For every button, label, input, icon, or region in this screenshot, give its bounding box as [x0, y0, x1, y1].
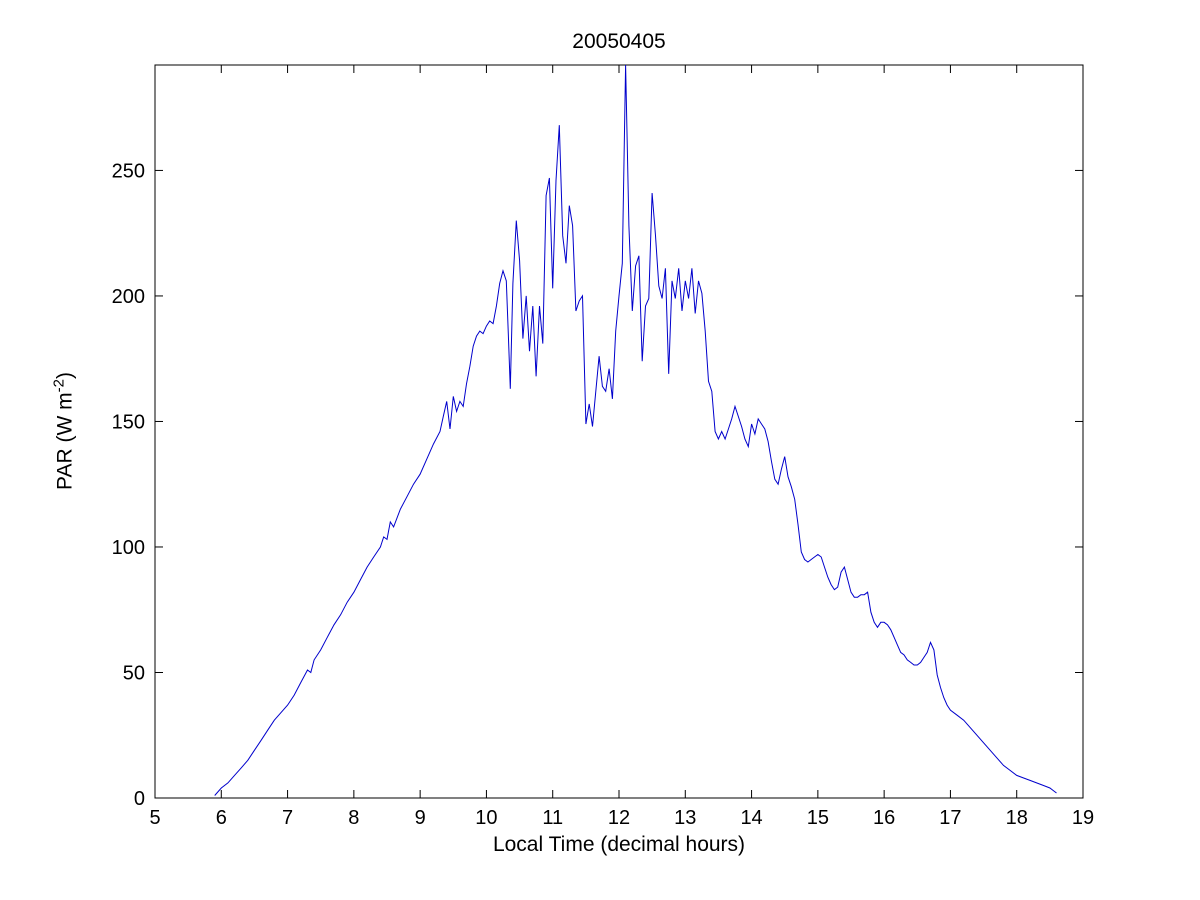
y-tick-label: 150 [112, 411, 145, 433]
x-tick-label: 14 [740, 807, 762, 829]
y-axis-label: PAR (W m-2) [51, 372, 78, 490]
x-axis-label: Local Time (decimal hours) [492, 833, 746, 856]
y-axis-label-text: PAR (W m [53, 392, 77, 490]
axes-box [154, 64, 1084, 799]
y-tick-label: 50 [123, 662, 145, 684]
x-tick-label: 18 [1006, 807, 1028, 829]
x-tick-label: 10 [475, 807, 497, 829]
y-axis-label-superscript: -2 [50, 379, 68, 393]
x-tick-label: 12 [608, 807, 630, 829]
y-tick-label: 0 [134, 788, 145, 810]
x-tick-label: 13 [674, 807, 696, 829]
y-axis-label-close: ) [53, 372, 77, 380]
x-tick-label: 7 [282, 807, 293, 829]
x-tick-label: 5 [149, 807, 160, 829]
x-tick-label: 17 [939, 807, 961, 829]
x-tick-label: 6 [216, 807, 227, 829]
x-tick-label: 15 [807, 807, 829, 829]
x-tick-label: 8 [348, 807, 359, 829]
x-tick-label: 16 [873, 807, 895, 829]
y-tick-label: 100 [112, 537, 145, 559]
x-tick-label: 9 [415, 807, 426, 829]
y-tick-label: 250 [112, 160, 145, 182]
y-tick-label: 200 [112, 286, 145, 308]
chart-title: 20050405 [572, 30, 666, 53]
x-tick-label: 19 [1072, 807, 1094, 829]
par-data-line [214, 65, 1057, 796]
x-tick-label: 11 [542, 807, 563, 829]
